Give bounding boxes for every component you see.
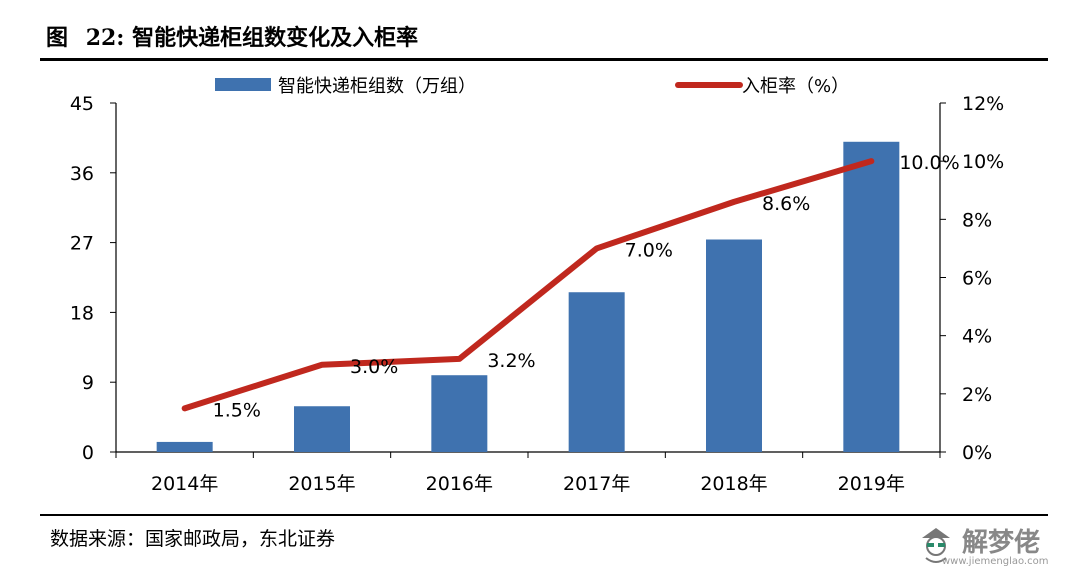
rate-data-label: 1.5% <box>213 399 261 421</box>
rate-point <box>733 200 735 203</box>
legend-line-label: 入柜率（%） <box>742 76 849 97</box>
x-tick-label: 2014年 <box>151 473 218 495</box>
rate-point <box>183 407 186 410</box>
bar <box>431 375 488 452</box>
figure-title: 图 22: 智能快递柜组数变化及入柜率 <box>46 20 418 52</box>
figure-title-text: 智能快递柜组数变化及入柜率 <box>132 25 419 51</box>
top-rule <box>40 58 1048 61</box>
x-tick-label: 2016年 <box>426 473 493 495</box>
legend-bar-label: 智能快递柜组数（万组） <box>278 76 476 97</box>
bar <box>294 406 350 452</box>
x-tick-label: 2017年 <box>563 473 630 495</box>
y-right-tick-label: 0% <box>962 442 992 464</box>
x-tick-label: 2015年 <box>288 473 355 495</box>
y-right-tick-label: 2% <box>962 384 992 406</box>
watermark-text: 解梦佬 <box>962 528 1041 558</box>
y-right-tick-label: 4% <box>962 326 992 348</box>
axes: 0 9 18 27 36 45 0% 2% 4% 6% 8% 10% 12% 2014年 2015年 2016… <box>70 93 1004 495</box>
source-note: 数据来源：国家邮政局，东北证券 <box>50 528 336 550</box>
bar <box>568 292 625 452</box>
legend: 智能快递柜组数（万组） 入柜率（%） <box>215 76 849 97</box>
watermark-url: www.jiemenglao.com <box>942 556 1049 567</box>
y-right-tick-label: 6% <box>962 268 992 290</box>
y-right-tick-label: 10% <box>962 151 1004 173</box>
watermark-logo-icon <box>922 528 950 563</box>
legend-bar-swatch <box>215 78 271 91</box>
bar <box>843 141 900 452</box>
y-right-tick-label: 8% <box>962 209 992 231</box>
y-left-tick-label: 0 <box>82 442 94 464</box>
figure-label: 图 <box>46 25 69 51</box>
bar <box>706 239 762 452</box>
rate-data-label: 3.2% <box>487 350 535 372</box>
rate-point <box>595 247 598 250</box>
data-labels: 1.5% 3.0% 3.2% 7.0% 8.6% 10.0% <box>213 152 960 421</box>
y-left-tick-label: 18 <box>70 302 94 324</box>
x-tick-label: 2019年 <box>838 473 905 495</box>
watermark: 解梦佬 www.jiemenglao.com <box>912 516 1072 572</box>
bar <box>156 441 213 452</box>
rate-line-path <box>181 158 875 412</box>
y-left-tick-label: 36 <box>70 163 94 185</box>
rate-data-label: 10.0% <box>899 152 959 174</box>
y-left-tick-label: 9 <box>82 372 94 394</box>
x-tick-label: 2018年 <box>700 473 767 495</box>
rate-line <box>181 158 875 412</box>
figure-number: 22: <box>85 25 125 51</box>
y-right-tick-label: 12% <box>962 93 1004 115</box>
rate-data-label: 3.0% <box>350 356 398 378</box>
rate-point <box>870 160 873 163</box>
bars <box>156 141 900 452</box>
rate-point <box>321 363 323 366</box>
rate-point <box>458 357 461 360</box>
rate-data-label: 8.6% <box>762 193 810 215</box>
y-left-tick-label: 27 <box>70 233 94 255</box>
rate-data-label: 7.0% <box>625 239 673 261</box>
bottom-rule <box>40 514 1048 516</box>
y-left-tick-label: 45 <box>70 93 94 115</box>
